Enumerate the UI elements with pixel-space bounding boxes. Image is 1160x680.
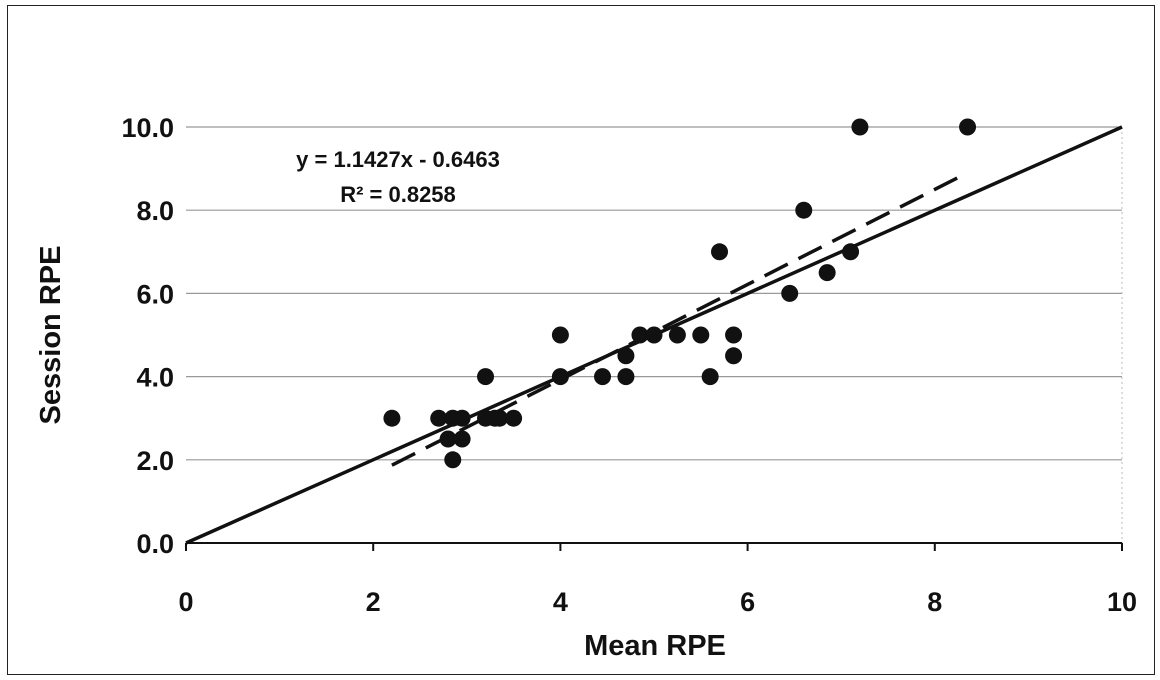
y-tick-label: 4.0: [136, 363, 174, 393]
data-point: [725, 326, 743, 344]
y-tick-label: 10.0: [121, 113, 174, 143]
data-point: [430, 409, 448, 427]
data-point: [439, 430, 457, 448]
data-point: [795, 201, 813, 219]
data-point: [842, 243, 860, 261]
data-point: [631, 326, 649, 344]
x-axis-title: Mean RPE: [584, 630, 726, 662]
data-point: [701, 368, 719, 386]
x-tick-label: 4: [553, 587, 568, 617]
chart-frame: [7, 5, 1155, 675]
data-point: [818, 264, 836, 282]
data-point: [725, 347, 743, 365]
label-layer: 0.0 2.0 4.0 6.0 8.0 10.0 0 2 4 6 8 10: [121, 113, 1137, 617]
data-point: [505, 409, 523, 427]
data-point: [668, 326, 686, 344]
data-point: [477, 368, 495, 386]
data-point: [851, 118, 869, 136]
r-squared-label: R² = 0.8258: [340, 182, 456, 207]
data-point: [594, 368, 612, 386]
data-point: [711, 243, 729, 261]
x-tick-label: 0: [178, 587, 193, 617]
data-point: [551, 368, 569, 386]
y-tick-label: 8.0: [136, 196, 174, 226]
x-tick-label: 10: [1107, 587, 1137, 617]
data-point: [383, 409, 401, 427]
x-tick-label: 2: [366, 587, 381, 617]
data-point: [551, 326, 569, 344]
data-point: [645, 326, 663, 344]
point-layer: [383, 118, 977, 469]
regression-line-dashed: [391, 171, 969, 467]
regression-equation: y = 1.1427x - 0.6463: [296, 147, 500, 172]
y-tick-label: 2.0: [136, 446, 174, 476]
x-tick-label: 8: [927, 587, 942, 617]
data-point: [491, 409, 509, 427]
y-tick-label: 0.0: [136, 529, 174, 559]
data-point: [781, 284, 799, 302]
data-point: [617, 368, 635, 386]
y-tick-label: 6.0: [136, 279, 174, 309]
data-point: [453, 409, 471, 427]
data-point: [959, 118, 977, 136]
data-point: [453, 430, 471, 448]
data-point: [444, 451, 462, 469]
x-tick-label: 6: [740, 587, 755, 617]
data-point: [617, 347, 635, 365]
data-point: [692, 326, 710, 344]
axis-layer: [185, 542, 1123, 551]
y-axis-title: Session RPE: [35, 246, 67, 425]
